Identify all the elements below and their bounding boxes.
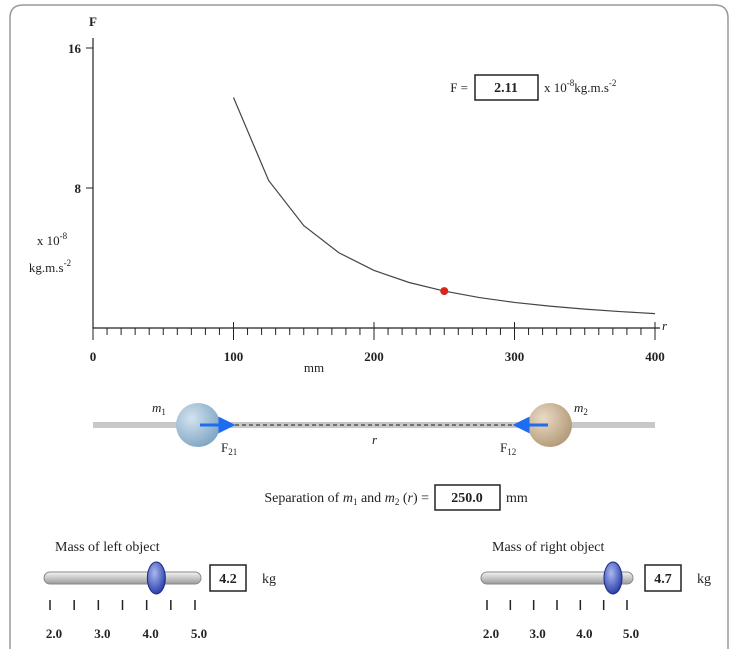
text: ) = (413, 491, 429, 506)
r-label: r (372, 432, 378, 447)
panel-frame (9, 4, 729, 649)
text: and (357, 491, 384, 506)
x-axis-unit: mm (304, 360, 324, 375)
slider-thumb[interactable] (603, 561, 623, 595)
f21-label: F21 (221, 440, 237, 457)
x-axis-title: r (662, 318, 668, 333)
symbol: m (343, 491, 353, 506)
subscript: 21 (228, 447, 237, 457)
symbol: F (500, 440, 507, 455)
force-arrow (200, 416, 236, 434)
subscript: 12 (507, 447, 516, 457)
force-curve (232, 97, 656, 315)
value-box (209, 564, 247, 592)
separation-unit: mm (506, 491, 528, 506)
slider-tick-label: 5.0 (191, 626, 207, 641)
right-mass (528, 403, 572, 447)
x-tick-label: 0 (90, 349, 97, 364)
unit-exponent: -2 (609, 78, 617, 88)
m1-label: m1 (152, 400, 166, 417)
text: ( (399, 491, 408, 506)
symbol: r (407, 491, 413, 506)
slider-thumb[interactable] (146, 561, 166, 595)
slider-track (43, 571, 202, 585)
x-tick-label: 400 (645, 349, 665, 364)
symbol: m (152, 400, 161, 415)
slider-value: 4.7 (654, 572, 672, 587)
f12-label: F12 (500, 440, 516, 457)
slider-label: Mass of left object (55, 540, 160, 555)
slider-tick-label: 2.0 (46, 626, 62, 641)
y-tick-label: 16 (68, 41, 82, 56)
separation-value: 250.0 (451, 491, 483, 506)
x-tick-label: 300 (505, 349, 525, 364)
unit-text: x 10 (37, 233, 60, 248)
unit-exponent: -8 (60, 231, 68, 241)
symbol: m (574, 400, 583, 415)
unit-text: x 10 (544, 80, 567, 95)
force-unit: x 10-8kg.m.s-2 (544, 78, 616, 95)
subscript: 2 (395, 497, 400, 507)
value-box (644, 564, 682, 592)
unit-exponent: -8 (567, 78, 575, 88)
text: Separation of (264, 491, 343, 506)
unit-text: kg.m.s (574, 80, 609, 95)
symbol: F (221, 440, 228, 455)
current-point (440, 287, 449, 296)
force-arrow (512, 416, 548, 434)
slider-tick-label: 4.0 (143, 626, 159, 641)
slider-unit: kg (262, 572, 276, 587)
y-tick-label: 8 (75, 181, 82, 196)
slider-track (480, 571, 634, 585)
slider-tick-label: 2.0 (483, 626, 499, 641)
subscript: 1 (353, 497, 358, 507)
y-axis-unit: kg.m.s-2 (29, 258, 71, 275)
slider-tick-label: 4.0 (576, 626, 592, 641)
unit-exponent: -2 (64, 258, 72, 268)
subscript: 2 (583, 407, 588, 417)
slider-unit: kg (697, 572, 711, 587)
left-mass (176, 403, 220, 447)
unit-text: kg.m.s (29, 260, 64, 275)
force-label: F = (450, 80, 468, 95)
y-axis-title: F (89, 14, 97, 29)
x-tick-label: 200 (364, 349, 384, 364)
slider-tick-label: 3.0 (94, 626, 110, 641)
slider-value: 4.2 (219, 572, 237, 587)
slider-label: Mass of right object (492, 540, 604, 555)
slider-tick-label: 3.0 (530, 626, 546, 641)
slider-tick-label: 5.0 (623, 626, 639, 641)
m2-label: m2 (574, 400, 588, 417)
x-tick-label: 100 (224, 349, 244, 364)
force-value: 2.11 (494, 81, 518, 96)
subscript: 1 (161, 407, 166, 417)
separation-label: Separation of m1 and m2 (r) = (264, 491, 429, 507)
symbol: m (385, 491, 395, 506)
separation-box (434, 484, 501, 511)
force-box (474, 74, 539, 101)
y-axis-unit: x 10-8 (37, 231, 68, 248)
